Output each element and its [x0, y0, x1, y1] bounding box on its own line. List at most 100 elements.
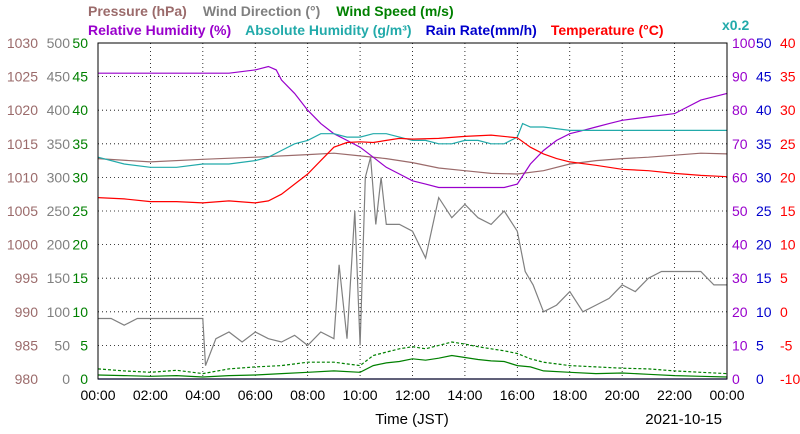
x-tick-label: 00:00: [709, 387, 744, 403]
y-tick-label-wind_speed: 0: [80, 371, 88, 387]
y-tick-label-wind_direction: 250: [47, 203, 71, 219]
x-tick-label: 06:00: [238, 387, 273, 403]
y-tick-label-temperature: -5: [780, 337, 793, 353]
y-tick-label-wind_speed: 15: [72, 270, 88, 286]
y-tick-label-wind_direction: 500: [47, 35, 71, 51]
y-tick-label-wind_speed: 40: [72, 102, 88, 118]
y-tick-label-temperature: 40: [780, 35, 796, 51]
y-tick-label-pressure: 985: [15, 337, 39, 353]
y-tick-label-temperature: 20: [780, 169, 796, 185]
series-group: [97, 65, 728, 380]
series-line: [97, 122, 727, 168]
y-tick-label-wind_direction: 150: [47, 270, 71, 286]
legend-entry: Absolute Humidity (g/m³): [245, 22, 411, 38]
series-line: [98, 65, 728, 189]
x-tick-label: 04:00: [185, 387, 220, 403]
plot-frame: [97, 42, 728, 380]
y-tick-label-abs_rain: 40: [756, 102, 772, 118]
series-line: [97, 152, 728, 175]
y-tick-label-wind_direction: 200: [47, 237, 71, 253]
y-tick-label-pressure: 1000: [7, 237, 38, 253]
y-tick-label-temperature: -10: [780, 371, 800, 387]
y-tick-label-abs_rain: 25: [756, 203, 772, 219]
series-line: [97, 354, 728, 378]
y-tick-label-wind_direction: 350: [47, 136, 71, 152]
y-tick-label-wind_speed: 20: [72, 237, 88, 253]
x-tick-label: 22:00: [657, 387, 692, 403]
y-tick-label-pressure: 980: [15, 371, 39, 387]
y-tick-label-abs_rain: 45: [756, 69, 772, 85]
x-tick-label: 20:00: [605, 387, 640, 403]
y-tick-label-temperature: 25: [780, 136, 796, 152]
legend-entry: Wind Speed (m/s): [336, 3, 453, 19]
legend-entry: Relative Humidity (%): [88, 22, 231, 38]
x-tick-label: 00:00: [80, 387, 115, 403]
y-tick-label-wind_speed: 45: [72, 69, 88, 85]
y-tick-label-humidity: 30: [732, 270, 748, 286]
y-tick-label-wind_speed: 25: [72, 203, 88, 219]
x-tick-label: 14:00: [447, 387, 482, 403]
y-tick-label-humidity: 50: [732, 203, 748, 219]
y-tick-label-abs_rain: 50: [756, 35, 772, 51]
y-tick-label-wind_speed: 30: [72, 169, 88, 185]
y-tick-label-pressure: 1020: [7, 102, 38, 118]
series-line: [97, 341, 728, 375]
right-axes: 1009080706050403020100504540353025201510…: [732, 35, 800, 387]
y-tick-label-abs_rain: 20: [756, 237, 772, 253]
y-tick-label-pressure: 1025: [7, 69, 38, 85]
y-tick-label-pressure: 1030: [7, 35, 38, 51]
y-tick-label-abs_rain: 35: [756, 136, 772, 152]
x-tick-label: 08:00: [290, 387, 325, 403]
left-axes: 1030102510201015101010051000995990985980…: [7, 35, 88, 387]
y-tick-label-abs_rain: 5: [756, 337, 764, 353]
legend-entry: Temperature (°C): [551, 22, 664, 38]
y-tick-label-temperature: 30: [780, 102, 796, 118]
y-tick-label-wind_direction: 100: [47, 304, 71, 320]
y-tick-label-wind_direction: 0: [62, 371, 70, 387]
grid: [98, 43, 727, 379]
y-tick-label-humidity: 40: [732, 237, 748, 253]
series-line: [97, 134, 728, 204]
y-tick-label-abs_rain: 0: [756, 371, 764, 387]
y-tick-label-wind_direction: 450: [47, 69, 71, 85]
y-tick-label-pressure: 995: [15, 270, 39, 286]
x-tick-label: 10:00: [343, 387, 378, 403]
legend-entry: Pressure (hPa): [88, 3, 187, 19]
y-tick-label-pressure: 1005: [7, 203, 38, 219]
y-tick-label-humidity: 60: [732, 169, 748, 185]
x-tick-label: 16:00: [500, 387, 535, 403]
x-tick-label: 18:00: [552, 387, 587, 403]
y-tick-label-wind_speed: 10: [72, 304, 88, 320]
x-tick-label: 02:00: [133, 387, 168, 403]
legend-entry: Rain Rate(mm/h): [426, 22, 537, 38]
y-tick-label-temperature: 0: [780, 304, 788, 320]
y-tick-label-wind_speed: 35: [72, 136, 88, 152]
series-line: [98, 157, 727, 366]
date-label: 2021-10-15: [645, 411, 722, 428]
legend: Pressure (hPa) Wind Direction (°) Wind Spe…: [88, 3, 749, 38]
y-tick-label-humidity: 90: [732, 69, 748, 85]
y-tick-label-humidity: 80: [732, 102, 748, 118]
y-tick-label-humidity: 70: [732, 136, 748, 152]
rain-scale-note: x0.2: [722, 17, 749, 33]
y-tick-label-abs_rain: 30: [756, 169, 772, 185]
y-tick-label-abs_rain: 10: [756, 304, 772, 320]
y-tick-label-pressure: 990: [15, 304, 39, 320]
y-tick-label-wind_speed: 50: [72, 35, 88, 51]
y-tick-label-humidity: 10: [732, 337, 748, 353]
y-tick-label-humidity: 100: [732, 35, 756, 51]
y-tick-label-humidity: 0: [732, 371, 740, 387]
y-tick-label-abs_rain: 15: [756, 270, 772, 286]
y-tick-label-temperature: 15: [780, 203, 796, 219]
y-tick-label-pressure: 1010: [7, 169, 38, 185]
y-tick-label-temperature: 5: [780, 270, 788, 286]
y-tick-label-wind_direction: 50: [54, 337, 70, 353]
x-axis-label: Time (JST): [375, 411, 449, 428]
y-tick-label-temperature: 10: [780, 237, 796, 253]
legend-entry: Wind Direction (°): [203, 3, 320, 19]
y-tick-label-wind_direction: 400: [47, 102, 71, 118]
y-tick-label-wind_speed: 5: [80, 337, 88, 353]
y-tick-label-wind_direction: 300: [47, 169, 71, 185]
x-axis: 00:00 02:00 04:00 06:00 08:00 10:00 12:00 14:00…: [80, 387, 744, 403]
